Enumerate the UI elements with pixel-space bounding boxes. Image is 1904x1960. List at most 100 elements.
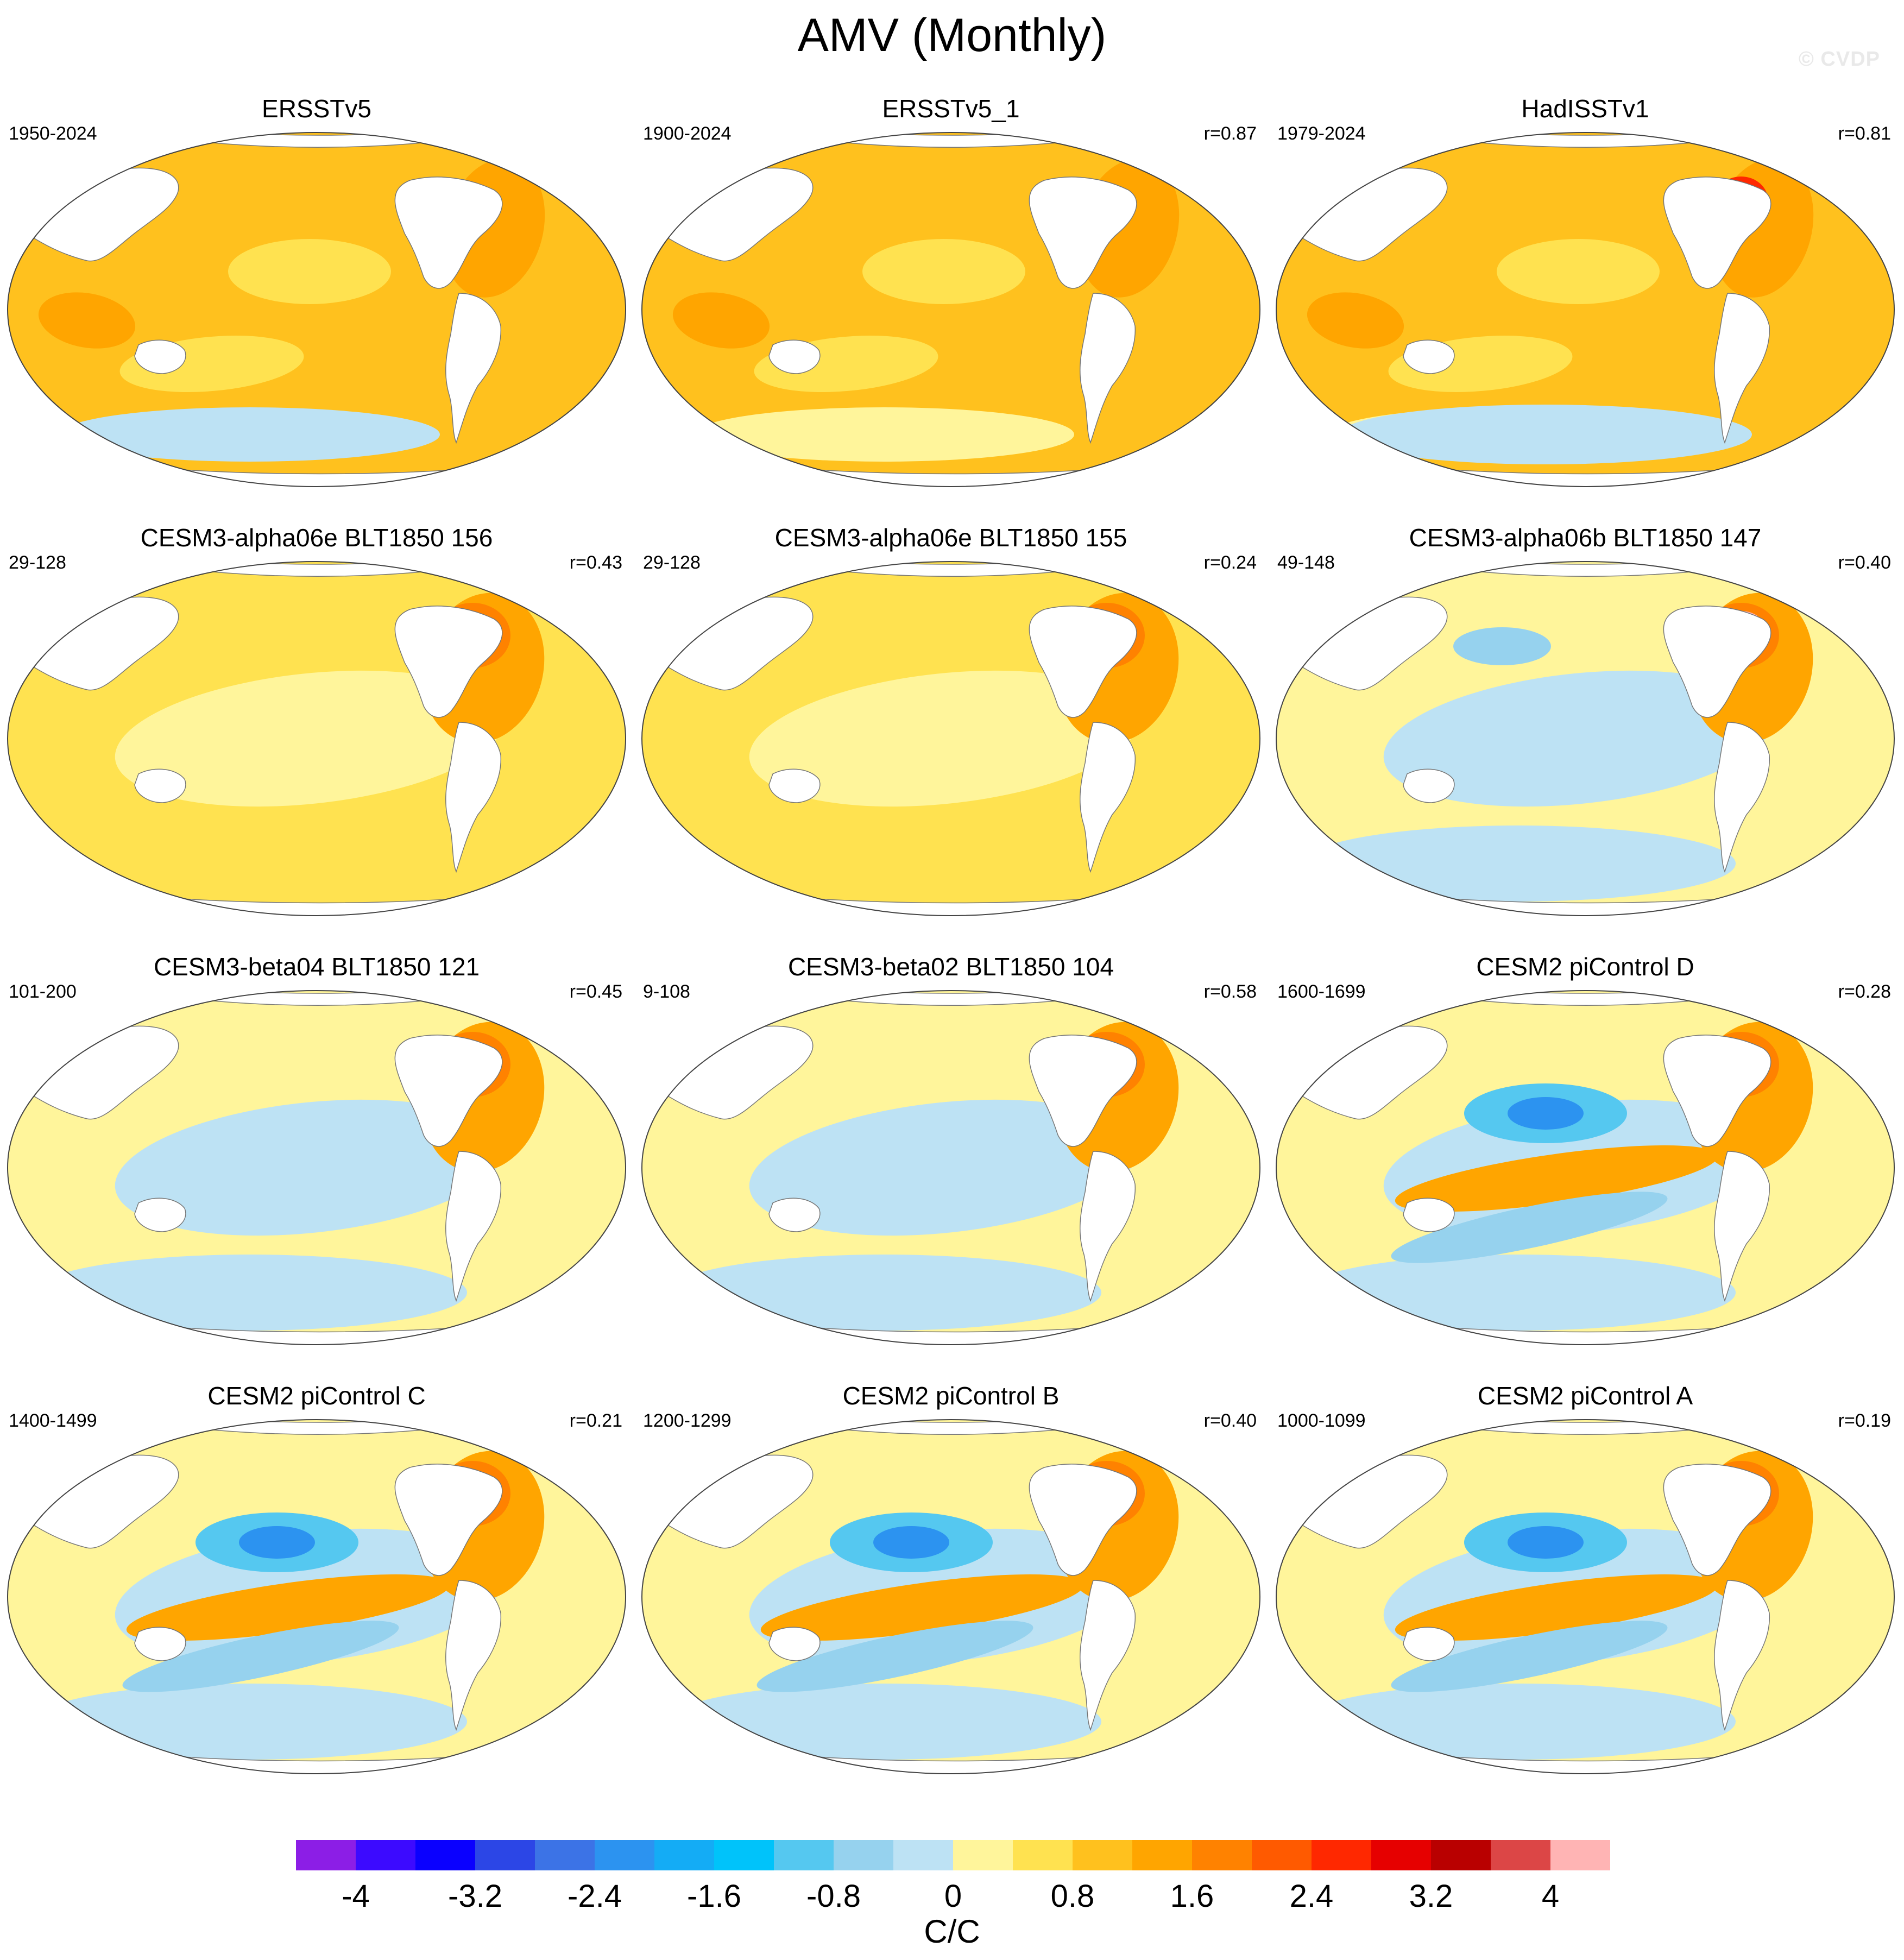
contour-region bbox=[749, 1099, 1139, 1236]
land-mass bbox=[445, 722, 502, 873]
contour-region bbox=[122, 1621, 399, 1692]
colorbar-tick-label: 1.6 bbox=[1170, 1879, 1214, 1914]
contour-region bbox=[228, 239, 391, 304]
colorbar-swatch bbox=[356, 1840, 415, 1870]
robinson-map bbox=[1276, 132, 1895, 487]
land-mass bbox=[768, 339, 821, 374]
panel-period: 1979-2024 bbox=[1277, 123, 1366, 144]
contour-region bbox=[694, 407, 1074, 462]
land-mass bbox=[394, 1464, 503, 1576]
colorbar-tick-label: -3.2 bbox=[448, 1879, 502, 1914]
robinson-map bbox=[1276, 1419, 1895, 1774]
colorbar-swatch bbox=[1252, 1840, 1312, 1870]
contour-region bbox=[126, 1574, 450, 1641]
land-mass bbox=[768, 1198, 821, 1232]
contour-region bbox=[1339, 405, 1752, 464]
contour-region bbox=[1383, 670, 1773, 807]
colorbar-swatch bbox=[1073, 1840, 1132, 1870]
land-mass bbox=[1403, 1198, 1455, 1232]
map-panel: CESM3-alpha06b BLT1850 147 49-148 r=0.40 bbox=[1269, 521, 1902, 934]
contour-region bbox=[38, 292, 136, 349]
contour-region bbox=[756, 1621, 1033, 1692]
contour-region bbox=[1453, 627, 1551, 665]
map-outline bbox=[641, 1419, 1260, 1774]
colorbar-swatch bbox=[1192, 1840, 1252, 1870]
map-outline bbox=[7, 132, 626, 487]
land-mass bbox=[768, 1627, 821, 1661]
land-mass bbox=[445, 1151, 502, 1302]
map-outline bbox=[1276, 990, 1895, 1345]
colorbar-swatch bbox=[475, 1840, 535, 1870]
pattern-correlation: r=0.40 bbox=[1838, 552, 1891, 573]
figure-title: AMV (Monthly) bbox=[797, 9, 1107, 61]
contour-region bbox=[115, 670, 505, 807]
land-mass bbox=[1714, 722, 1770, 873]
pattern-correlation: r=0.87 bbox=[1203, 123, 1257, 144]
robinson-map bbox=[641, 132, 1260, 487]
land-mass bbox=[1080, 293, 1136, 444]
panel-title: CESM2 piControl A bbox=[1477, 1382, 1693, 1410]
map-panel: CESM2 piControl C 1400-1499 r=0.21 bbox=[0, 1379, 633, 1792]
map-outline bbox=[1276, 1419, 1895, 1774]
contour-region bbox=[1395, 1145, 1718, 1212]
land-mass bbox=[445, 293, 502, 444]
panel-period: 1400-1499 bbox=[9, 1410, 97, 1431]
contour-region bbox=[667, 1255, 1101, 1331]
contour-region bbox=[33, 825, 467, 902]
colorbar-swatch bbox=[953, 1840, 1013, 1870]
panel-title: CESM2 piControl B bbox=[842, 1382, 1060, 1410]
colorbar-tick-label: 3.2 bbox=[1409, 1879, 1453, 1914]
colorbar-tick-label: 2.4 bbox=[1289, 1879, 1334, 1914]
colorbar-swatch bbox=[1132, 1840, 1192, 1870]
land-mass bbox=[1663, 177, 1771, 289]
panel-title: ERSSTv5 bbox=[262, 94, 371, 123]
panel-period: 9-108 bbox=[643, 981, 690, 1002]
colorbar-tick-label: 0.8 bbox=[1050, 1879, 1095, 1914]
panel-period: 101-200 bbox=[9, 981, 77, 1002]
colorbar-swatch bbox=[1550, 1840, 1610, 1870]
watermark: © CVDP bbox=[1798, 48, 1880, 71]
contour-region bbox=[1508, 1097, 1584, 1130]
colorbar-swatch bbox=[535, 1840, 595, 1870]
contour-region bbox=[1307, 292, 1404, 349]
map-outline bbox=[641, 561, 1260, 916]
colorbar-swatch bbox=[1431, 1840, 1491, 1870]
contour-region bbox=[1301, 825, 1736, 902]
pattern-correlation: r=0.81 bbox=[1838, 123, 1891, 144]
pattern-correlation: r=0.24 bbox=[1203, 552, 1257, 573]
contour-region bbox=[1508, 1526, 1584, 1559]
colorbar-swatch bbox=[834, 1840, 893, 1870]
contour-region bbox=[667, 1684, 1101, 1760]
land-mass bbox=[394, 1035, 503, 1147]
colorbar-swatch bbox=[654, 1840, 714, 1870]
map-panel: CESM3-alpha06e BLT1850 155 29-128 r=0.24 bbox=[634, 521, 1268, 934]
panel-period: 1600-1699 bbox=[1277, 981, 1366, 1002]
panel-title: CESM3-alpha06e BLT1850 155 bbox=[774, 524, 1127, 552]
contour-region bbox=[1301, 1255, 1736, 1331]
land-mass bbox=[1029, 177, 1137, 289]
land-mass bbox=[1714, 1151, 1770, 1302]
map-panel: HadISSTv1 1979-2024 r=0.81 bbox=[1269, 92, 1902, 505]
land-mass bbox=[1029, 1464, 1137, 1576]
robinson-map bbox=[7, 990, 626, 1345]
contour-region bbox=[672, 292, 770, 349]
land-mass bbox=[134, 1627, 186, 1661]
map-panel: ERSSTv5 1950-2024 bbox=[0, 92, 633, 505]
pattern-correlation: r=0.58 bbox=[1203, 981, 1257, 1002]
colorbar-tick-label: -0.8 bbox=[806, 1879, 861, 1914]
map-outline bbox=[1276, 561, 1895, 916]
colorbar-swatch bbox=[415, 1840, 475, 1870]
contour-region bbox=[873, 1526, 949, 1559]
panel-title: CESM3-beta04 BLT1850 121 bbox=[153, 953, 480, 981]
robinson-map bbox=[641, 561, 1260, 916]
panel-period: 29-128 bbox=[9, 552, 66, 573]
land-mass bbox=[134, 768, 186, 803]
pattern-correlation: r=0.19 bbox=[1838, 1410, 1891, 1431]
land-mass bbox=[1403, 768, 1455, 803]
land-mass bbox=[394, 177, 503, 289]
pattern-correlation: r=0.40 bbox=[1203, 1410, 1257, 1431]
contour-region bbox=[115, 1099, 505, 1236]
colorbar-swatch bbox=[714, 1840, 774, 1870]
robinson-map bbox=[7, 561, 626, 916]
map-outline bbox=[7, 1419, 626, 1774]
